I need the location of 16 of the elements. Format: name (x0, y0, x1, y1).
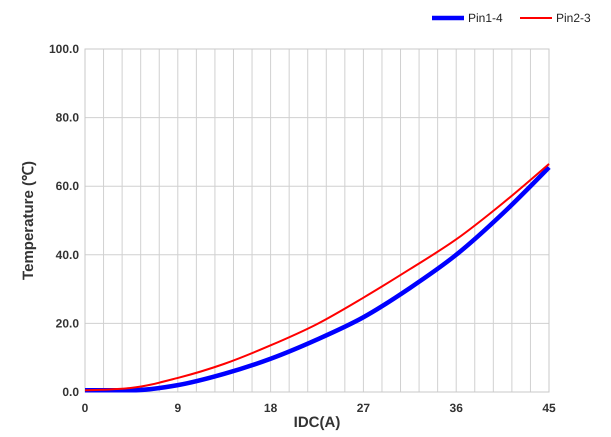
x-tick-label: 36 (450, 401, 464, 415)
x-tick-label: 18 (264, 401, 278, 415)
legend-label: Pin1-4 (468, 11, 504, 25)
y-axis-title: Temperature (℃) (20, 161, 37, 280)
x-tick-label: 9 (174, 401, 182, 415)
y-tick-label: 20.0 (56, 316, 80, 330)
y-tick-label: 40.0 (56, 248, 80, 262)
y-tick-label: 100.0 (48, 42, 80, 56)
x-axis-title: IDC(A) (294, 414, 340, 431)
x-tick-label: 27 (356, 401, 370, 415)
legend-label: Pin2-3 (556, 11, 592, 25)
y-tick-label: 0.0 (62, 385, 80, 399)
y-tick-label: 80.0 (56, 110, 80, 125)
y-tick-label: 60.0 (56, 179, 80, 194)
x-tick-label: 0 (82, 401, 89, 415)
x-tick-label: 45 (542, 401, 556, 415)
